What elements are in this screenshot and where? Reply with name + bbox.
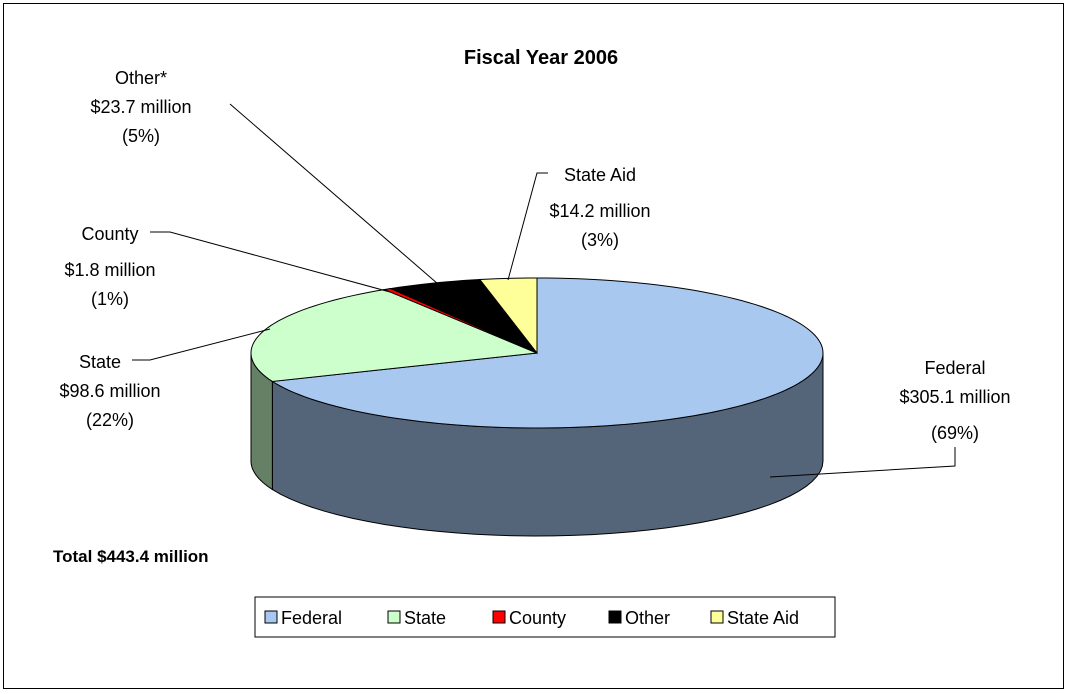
stateaid-label-value: $14.2 million [549,201,650,221]
county-leader-line [150,231,391,293]
legend-swatch-state [387,610,401,624]
legend-label-state-aid: State Aid [727,608,799,628]
legend-swatch-county [492,610,506,624]
other-label-value: $23.7 million [90,97,191,117]
state-label-percent: (22%) [86,410,134,430]
chart-title: Fiscal Year 2006 [464,47,618,69]
legend-label-federal: Federal [281,608,342,628]
legend-box [254,596,836,638]
county-label-percent: (1%) [91,289,129,309]
county-label-name: County [81,224,138,244]
legend-label-other: Other [625,608,670,628]
legend-swatch-state-aid [710,610,724,624]
federal-label-percent: (69%) [931,423,979,443]
pie-slice-federal [270,277,824,429]
pie-tops [250,277,824,429]
other-label-name: Other* [115,68,167,88]
legend-label-state: State [404,608,446,628]
state-leader-line [132,328,271,361]
other-label-percent: (5%) [122,126,160,146]
legend-label-county: County [509,608,566,628]
pie-slice-other [388,278,538,354]
total-label: Total $443.4 million [53,547,209,566]
legend-swatch-federal [264,610,278,624]
other-leader-line [229,103,439,285]
federal-label-value: $305.1 million [899,387,1010,407]
legend: Federal State County Other State Aid [264,608,799,628]
stateaid-label-name: State Aid [564,165,636,185]
federal-leader-line [769,447,956,478]
state-label-value: $98.6 million [59,381,160,401]
stateaid-leader-line [507,172,548,281]
county-label-value: $1.8 million [64,260,155,280]
state-label-name: State [79,352,121,372]
federal-label-name: Federal [924,358,985,378]
legend-swatch-other [608,610,622,624]
stateaid-label-percent: (3%) [581,230,619,250]
